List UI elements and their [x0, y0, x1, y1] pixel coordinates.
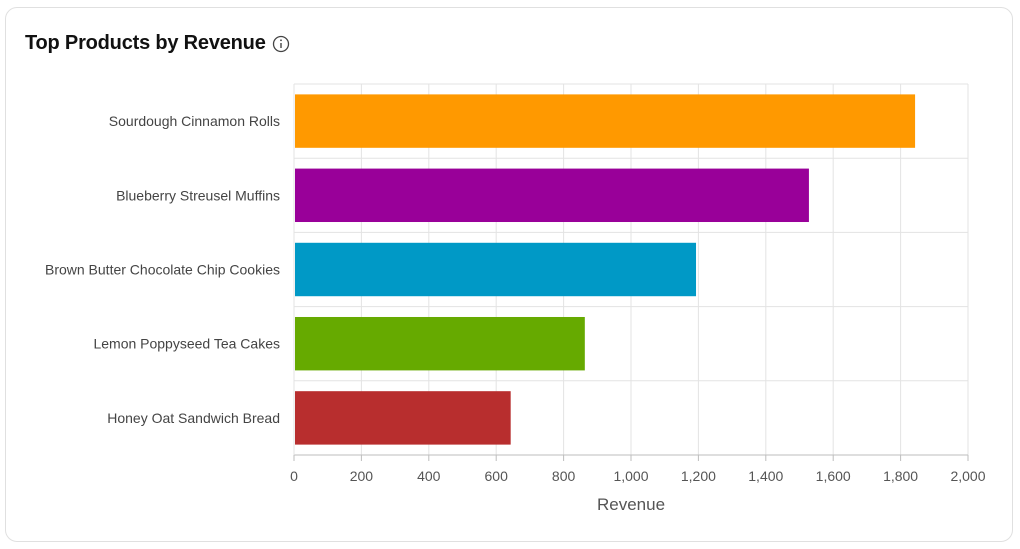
bar[interactable]: [295, 316, 585, 371]
category-label: Lemon Poppyseed Tea Cakes: [93, 336, 280, 352]
x-tick-label: 200: [350, 468, 374, 484]
category-label: Honey Oat Sandwich Bread: [107, 410, 280, 426]
bar[interactable]: [295, 391, 511, 445]
x-tick-label: 600: [485, 468, 509, 484]
card-header: Top Products by Revenue: [25, 32, 290, 55]
category-label: Sourdough Cinnamon Rolls: [109, 113, 280, 129]
x-tick-label: 800: [552, 468, 576, 484]
bar[interactable]: [295, 94, 916, 148]
x-axis-ticks: 0 200 400 600 800 1,000 1,200 1,400 1,600 1,800 2,…: [290, 455, 986, 484]
x-tick-label: 2,000: [950, 468, 985, 484]
category-labels: Sourdough Cinnamon Rolls Blueberry Streus…: [45, 113, 280, 426]
x-tick-label: 400: [417, 468, 441, 484]
bars: [295, 94, 916, 445]
info-circle-icon[interactable]: [272, 35, 290, 53]
x-tick-label: 1,400: [748, 468, 783, 484]
category-label: Brown Butter Chocolate Chip Cookies: [45, 262, 280, 278]
chart-title: Top Products by Revenue: [25, 32, 266, 54]
x-tick-label: 1,200: [681, 468, 716, 484]
bar[interactable]: [295, 242, 697, 297]
x-tick-label: 1,600: [816, 468, 851, 484]
x-tick-label: 1,800: [883, 468, 918, 484]
bar[interactable]: [295, 168, 809, 223]
category-label: Blueberry Streusel Muffins: [116, 187, 280, 203]
x-tick-label: 1,000: [613, 468, 648, 484]
x-tick-label: 0: [290, 468, 298, 484]
x-axis-title: Revenue: [597, 495, 665, 514]
